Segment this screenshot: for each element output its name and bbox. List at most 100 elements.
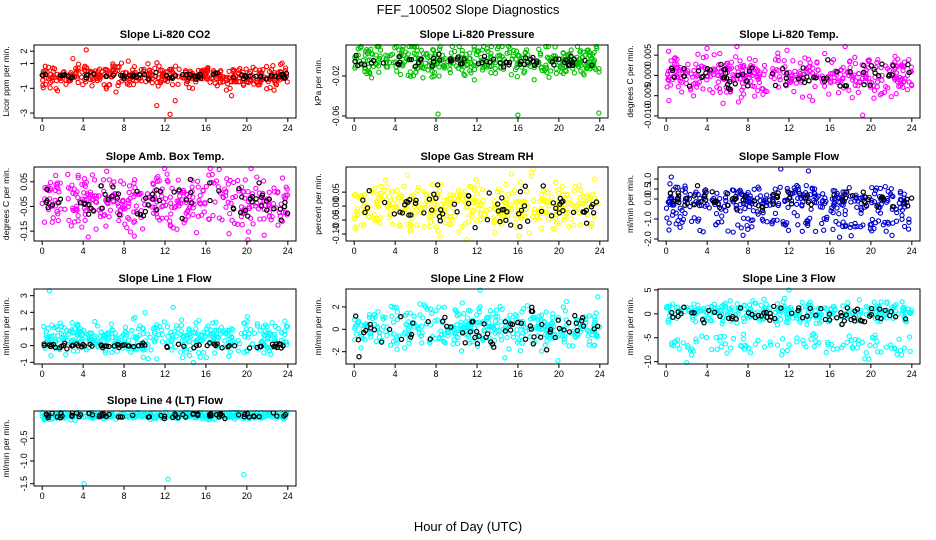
data-point xyxy=(102,66,108,73)
data-point xyxy=(75,65,81,71)
reference-point xyxy=(40,72,46,79)
data-point xyxy=(247,326,254,333)
data-point xyxy=(539,67,545,74)
reference-point xyxy=(525,218,531,224)
y-tick-label: -0.15 xyxy=(19,221,29,242)
reference-point xyxy=(133,74,139,80)
data-point xyxy=(175,177,181,183)
data-point xyxy=(394,187,400,194)
outlier-point xyxy=(54,88,61,94)
data-point xyxy=(243,326,249,332)
reference-point xyxy=(281,74,287,80)
data-point xyxy=(511,47,517,54)
data-point xyxy=(526,230,532,236)
data-point xyxy=(553,70,559,77)
data-point xyxy=(147,67,153,73)
data-point xyxy=(480,197,486,203)
data-point xyxy=(538,65,544,71)
reference-point xyxy=(230,74,237,81)
outlier-point xyxy=(228,93,235,99)
data-point xyxy=(883,228,889,234)
reference-point xyxy=(550,200,557,206)
data-point xyxy=(904,86,911,93)
data-point xyxy=(750,208,757,214)
data-point xyxy=(201,349,207,355)
data-point xyxy=(55,217,61,224)
data-point xyxy=(806,93,813,99)
data-point xyxy=(250,64,256,71)
data-point xyxy=(668,82,674,88)
reference-point xyxy=(908,195,915,201)
reference-point xyxy=(179,71,186,78)
data-point xyxy=(468,70,474,76)
data-point xyxy=(169,81,176,88)
data-point xyxy=(362,68,368,75)
data-point xyxy=(804,321,810,328)
data-point xyxy=(263,63,270,70)
data-point xyxy=(227,210,233,217)
data-point xyxy=(410,73,417,79)
data-point xyxy=(855,89,861,96)
data-point xyxy=(178,349,184,355)
data-point xyxy=(563,298,569,305)
data-point xyxy=(226,353,232,359)
reference-point xyxy=(522,55,529,61)
data-point xyxy=(571,222,577,228)
data-point xyxy=(193,326,199,332)
data-point xyxy=(758,302,764,308)
data-point xyxy=(389,313,395,319)
data-point xyxy=(429,68,435,75)
x-tick-label: 24 xyxy=(283,123,293,133)
data-point xyxy=(473,51,480,58)
data-point xyxy=(781,57,787,64)
data-point xyxy=(492,229,498,236)
data-point xyxy=(536,46,542,52)
reference-point xyxy=(695,67,702,74)
data-point xyxy=(845,300,851,306)
data-point xyxy=(154,60,160,66)
reference-point xyxy=(788,201,795,207)
data-point xyxy=(176,66,182,72)
data-point xyxy=(126,183,133,189)
data-point xyxy=(353,331,360,337)
data-point xyxy=(755,337,761,343)
data-point xyxy=(449,43,455,50)
data-point xyxy=(666,220,672,226)
data-point xyxy=(733,54,739,60)
data-point xyxy=(203,354,210,361)
x-tick-label: 24 xyxy=(907,246,917,256)
data-point xyxy=(730,335,737,342)
data-point xyxy=(774,342,781,348)
data-point xyxy=(570,65,576,71)
data-point xyxy=(479,67,486,73)
x-tick-label: 20 xyxy=(866,123,876,133)
data-point xyxy=(531,64,537,71)
data-point xyxy=(239,222,245,228)
data-point xyxy=(282,318,288,324)
reference-point xyxy=(210,71,216,78)
scatter-points xyxy=(39,47,290,117)
reference-point xyxy=(430,55,437,62)
x-tick-label: 0 xyxy=(664,123,669,133)
scatter-points xyxy=(352,287,603,364)
data-point xyxy=(725,228,731,234)
data-point xyxy=(859,75,866,82)
data-point xyxy=(779,336,786,342)
data-point xyxy=(693,319,699,325)
data-point xyxy=(383,52,389,58)
data-point xyxy=(761,344,768,350)
data-point xyxy=(510,53,516,59)
reference-point xyxy=(583,220,590,226)
x-tick-label: 16 xyxy=(825,123,835,133)
data-point xyxy=(145,355,151,362)
data-point xyxy=(663,205,670,211)
data-point xyxy=(155,75,161,81)
data-point xyxy=(666,227,672,233)
data-point xyxy=(466,56,473,62)
data-point xyxy=(382,177,389,183)
data-point xyxy=(677,224,683,230)
data-point xyxy=(41,323,47,330)
data-point xyxy=(68,223,74,229)
data-point xyxy=(254,174,260,180)
y-tick-label: -1 xyxy=(19,84,29,92)
